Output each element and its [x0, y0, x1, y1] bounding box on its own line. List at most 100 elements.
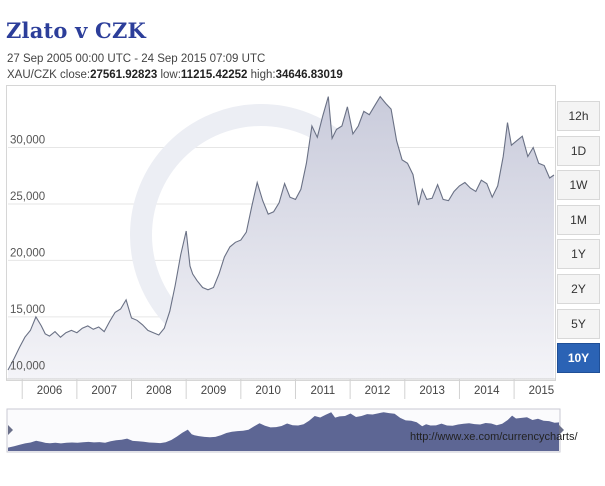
data-point[interactable]: [405, 161, 410, 166]
data-point[interactable]: [304, 161, 309, 166]
navigator-left-handle-icon[interactable]: [8, 425, 13, 435]
data-point[interactable]: [505, 120, 510, 125]
data-point[interactable]: [249, 204, 254, 209]
data-point[interactable]: [58, 335, 63, 340]
data-point[interactable]: [441, 197, 446, 202]
data-point[interactable]: [356, 124, 361, 129]
data-point[interactable]: [326, 94, 331, 99]
data-point[interactable]: [525, 154, 530, 159]
data-point[interactable]: [509, 143, 514, 148]
zoom-button-5y[interactable]: 5Y: [557, 308, 600, 339]
data-point[interactable]: [378, 94, 383, 99]
data-point[interactable]: [462, 180, 467, 185]
data-point[interactable]: [260, 198, 265, 203]
data-point[interactable]: [173, 283, 178, 288]
data-point[interactable]: [135, 318, 140, 323]
data-point[interactable]: [53, 329, 58, 334]
data-point[interactable]: [350, 131, 355, 136]
data-point[interactable]: [452, 189, 457, 194]
data-point[interactable]: [244, 230, 249, 235]
zoom-button-1d[interactable]: 1D: [557, 135, 600, 166]
price-chart[interactable]: 10,000 15,000 20,000 25,000 30,000 2006 2007 2…: [6, 85, 556, 400]
data-point[interactable]: [113, 310, 118, 315]
data-point[interactable]: [315, 135, 320, 140]
data-point[interactable]: [367, 112, 372, 117]
zoom-button-2y[interactable]: 2Y: [557, 274, 600, 304]
data-point[interactable]: [39, 323, 44, 328]
data-point[interactable]: [156, 333, 161, 338]
data-point[interactable]: [531, 145, 536, 150]
data-point[interactable]: [96, 325, 101, 330]
data-point[interactable]: [91, 327, 96, 332]
data-point[interactable]: [233, 240, 238, 245]
data-point[interactable]: [255, 180, 260, 185]
data-point[interactable]: [69, 328, 74, 333]
data-point[interactable]: [184, 229, 189, 234]
data-point[interactable]: [217, 272, 222, 277]
data-point[interactable]: [394, 138, 399, 143]
data-point[interactable]: [190, 272, 195, 277]
data-point[interactable]: [118, 307, 123, 312]
data-point[interactable]: [80, 326, 85, 331]
data-point[interactable]: [17, 345, 22, 350]
data-point[interactable]: [206, 287, 211, 292]
data-point[interactable]: [345, 104, 350, 109]
data-point[interactable]: [43, 331, 48, 336]
data-point[interactable]: [372, 103, 377, 108]
data-point[interactable]: [85, 323, 90, 328]
data-point[interactable]: [495, 183, 500, 188]
data-point[interactable]: [479, 178, 484, 183]
data-point[interactable]: [222, 255, 227, 260]
data-point[interactable]: [200, 285, 205, 290]
data-point[interactable]: [383, 101, 388, 106]
data-point[interactable]: [435, 182, 440, 187]
data-point[interactable]: [63, 330, 68, 335]
data-point[interactable]: [167, 309, 172, 314]
zoom-button-1y[interactable]: 1Y: [557, 239, 600, 270]
data-point[interactable]: [288, 195, 293, 200]
data-point[interactable]: [227, 244, 232, 249]
data-point[interactable]: [293, 197, 298, 202]
data-point[interactable]: [107, 319, 112, 324]
data-point[interactable]: [389, 107, 394, 112]
data-point[interactable]: [501, 154, 506, 159]
data-point[interactable]: [140, 322, 145, 327]
data-point[interactable]: [162, 326, 167, 331]
data-point[interactable]: [334, 127, 339, 132]
data-point[interactable]: [298, 187, 303, 192]
data-point[interactable]: [339, 124, 344, 129]
data-point[interactable]: [416, 203, 421, 208]
data-point[interactable]: [309, 124, 314, 129]
data-point[interactable]: [542, 163, 547, 168]
data-point[interactable]: [320, 113, 325, 118]
data-point[interactable]: [520, 134, 525, 139]
data-point[interactable]: [514, 138, 519, 143]
data-point[interactable]: [277, 200, 282, 205]
data-point[interactable]: [446, 198, 451, 203]
data-point[interactable]: [411, 172, 416, 177]
data-point[interactable]: [74, 330, 79, 335]
data-point[interactable]: [238, 238, 243, 243]
data-point[interactable]: [22, 335, 27, 340]
data-point[interactable]: [151, 330, 156, 335]
data-point[interactable]: [420, 187, 425, 192]
data-point[interactable]: [457, 183, 462, 188]
data-point[interactable]: [28, 328, 33, 333]
source-url[interactable]: http://www.xe.com/currencycharts/: [410, 431, 578, 443]
data-point[interactable]: [468, 186, 473, 191]
data-point[interactable]: [47, 334, 52, 339]
data-point[interactable]: [424, 197, 429, 202]
data-point[interactable]: [178, 252, 183, 257]
data-point[interactable]: [271, 209, 276, 214]
data-point[interactable]: [536, 161, 541, 166]
data-point[interactable]: [129, 316, 134, 321]
data-point[interactable]: [361, 109, 366, 114]
data-point[interactable]: [484, 181, 489, 186]
data-point[interactable]: [145, 328, 150, 333]
zoom-button-1w[interactable]: 1W: [557, 170, 600, 201]
data-point[interactable]: [330, 136, 335, 141]
data-point[interactable]: [282, 181, 287, 186]
data-point[interactable]: [473, 189, 478, 194]
data-point[interactable]: [195, 278, 200, 283]
data-point[interactable]: [188, 264, 193, 269]
